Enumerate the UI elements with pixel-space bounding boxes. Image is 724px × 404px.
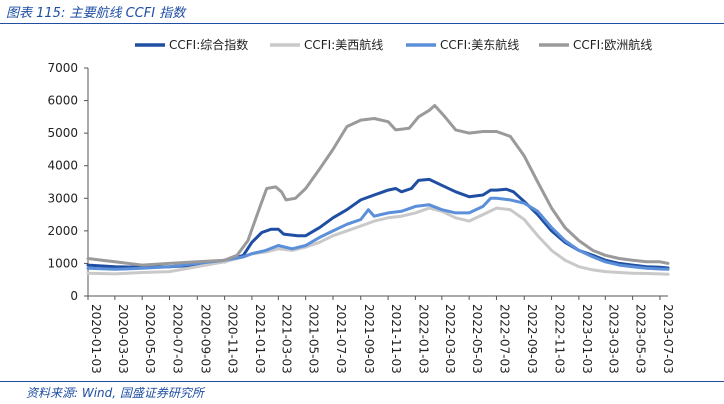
x-tick-label: 2023-03-03: [606, 304, 620, 374]
y-tick-label: 1000: [47, 256, 78, 270]
series-line-4: [86, 104, 670, 267]
y-tick-label: 7000: [47, 61, 78, 75]
x-tick-label: 2021-11-03: [389, 304, 403, 374]
y-tick-label: 2000: [47, 224, 78, 238]
x-tick-label: 2023-07-03: [661, 304, 675, 374]
legend-label-1: CCFI:综合指数: [169, 37, 248, 52]
x-tick-label: 2022-05-03: [470, 304, 484, 374]
y-tick-label: 0: [70, 289, 78, 303]
y-tick-label: 3000: [47, 191, 78, 205]
source-rule: [0, 381, 724, 382]
x-tick-label: 2020-03-03: [116, 304, 130, 374]
title-rule: [0, 23, 724, 24]
x-tick-label: 2022-07-03: [497, 304, 511, 374]
x-tick-label: 2020-09-03: [198, 304, 212, 374]
x-tick-label: 2020-07-03: [171, 304, 185, 374]
x-tick-label: 2021-05-03: [307, 304, 321, 374]
x-tick-label: 2021-01-03: [253, 304, 267, 374]
x-tick-label: 2022-09-03: [525, 304, 539, 374]
x-tick-label: 2022-01-03: [416, 304, 430, 374]
x-tick-label: 2020-01-03: [89, 304, 103, 374]
series-line-1: [86, 177, 670, 270]
x-tick-label: 2021-07-03: [334, 304, 348, 374]
source-note: 资料来源: Wind, 国盛证券研究所: [26, 386, 204, 400]
legend-label-3: CCFI:美东航线: [440, 37, 519, 52]
x-tick-label: 2020-05-03: [143, 304, 157, 374]
x-tick-label: 2023-01-03: [580, 304, 594, 374]
figure-title: 图表 115: 主要航线 CCFI 指数: [6, 6, 186, 21]
legend-label-4: CCFI:欧洲航线: [573, 37, 652, 52]
x-tick-label: 2022-03-03: [443, 304, 457, 374]
x-tick-label: 2022-11-03: [553, 304, 567, 374]
x-tick-label: 2021-09-03: [362, 304, 376, 374]
x-tick-label: 2021-03-03: [279, 304, 293, 374]
series-line-3: [86, 196, 670, 271]
legend-label-2: CCFI:美西航线: [304, 37, 383, 52]
y-tick-label: 5000: [47, 126, 78, 140]
y-tick-label: 6000: [47, 94, 78, 108]
x-tick-label: 2023-05-03: [634, 304, 648, 374]
x-tick-label: 2020-11-03: [226, 304, 240, 374]
y-tick-label: 4000: [47, 159, 78, 173]
